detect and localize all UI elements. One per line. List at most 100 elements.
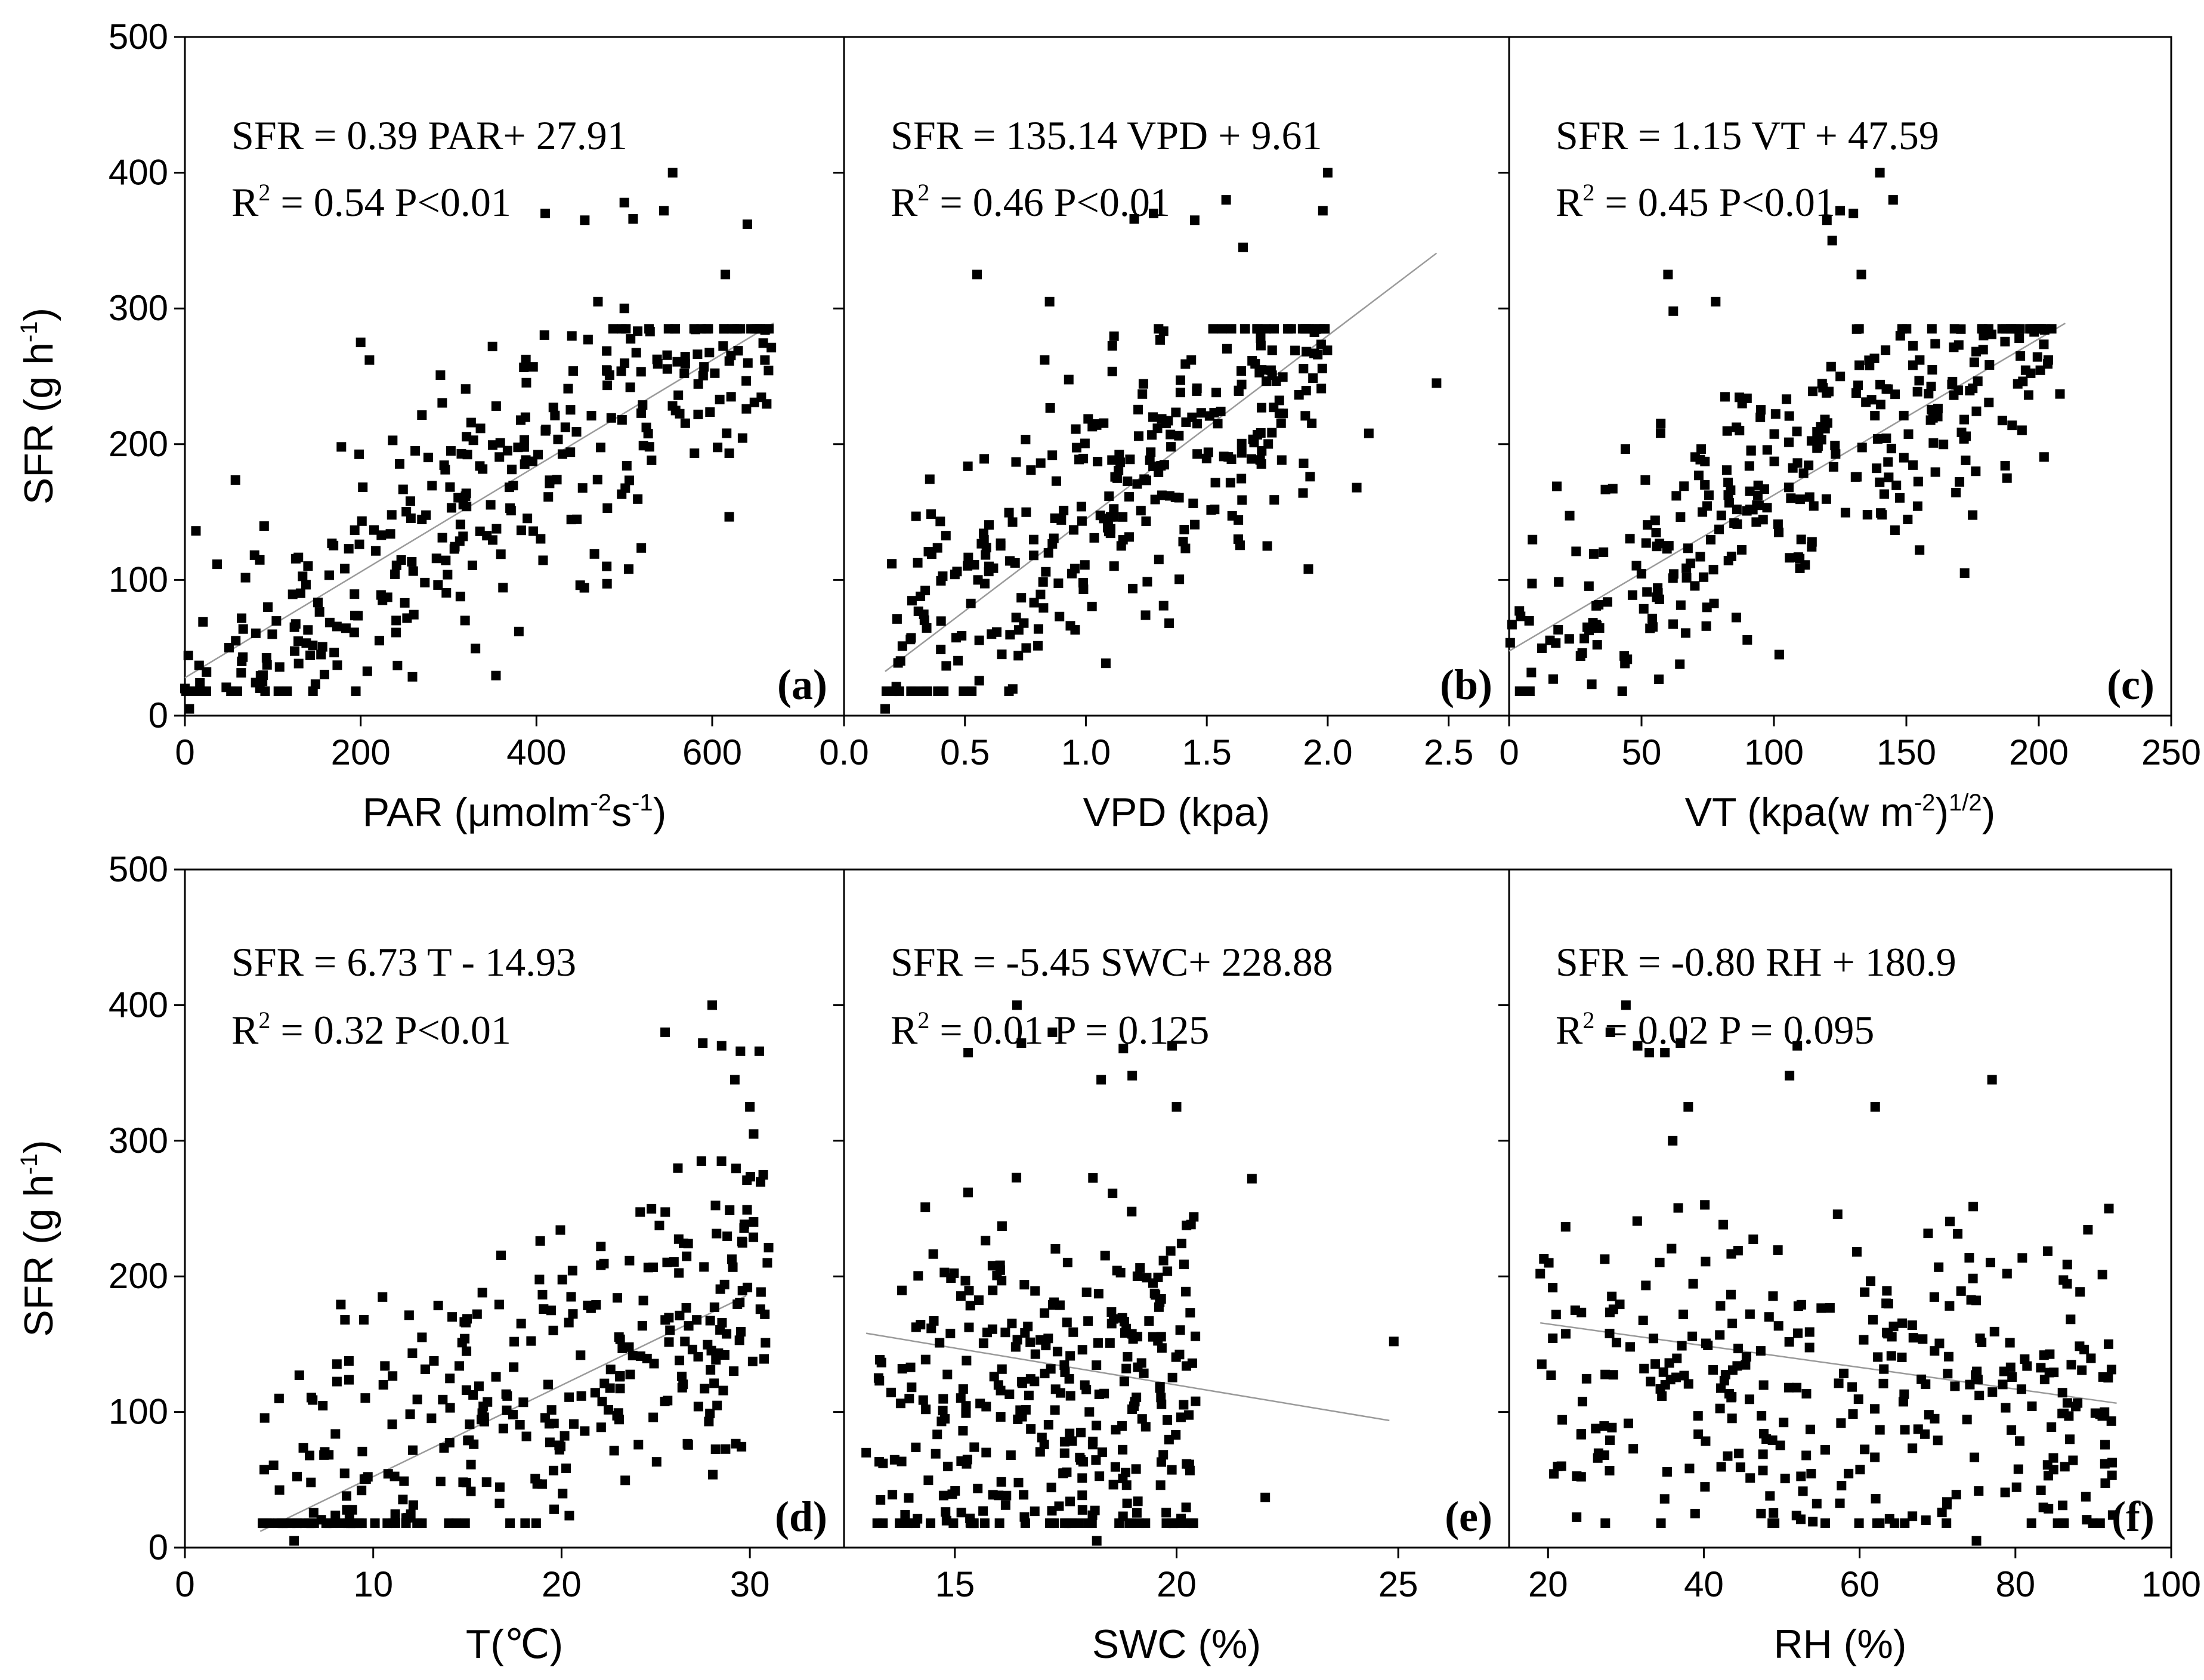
data-point <box>1688 1279 1698 1289</box>
data-point <box>2059 1408 2069 1418</box>
y-axis-title-sup: -1 <box>16 1153 42 1175</box>
r2-sup: 2 <box>917 179 929 206</box>
data-point <box>963 561 973 571</box>
data-point <box>466 1486 476 1496</box>
y-tick-label: 300 <box>109 288 168 328</box>
data-point <box>675 1310 685 1320</box>
data-point <box>710 1201 721 1211</box>
y-tick-label: 500 <box>109 849 168 889</box>
data-point <box>568 366 579 376</box>
data-point <box>725 1205 735 1215</box>
data-point <box>1301 385 1311 395</box>
data-point <box>936 576 946 586</box>
data-point <box>392 660 403 670</box>
data-point <box>1968 510 1978 520</box>
data-point <box>390 1471 400 1481</box>
data-point <box>1068 1327 1078 1337</box>
data-point <box>897 1364 907 1374</box>
data-point <box>758 338 768 348</box>
data-point <box>1883 384 1893 394</box>
data-point <box>2035 365 2045 375</box>
data-point <box>1870 410 1880 420</box>
data-point <box>435 1477 446 1487</box>
data-point <box>528 526 539 536</box>
data-point <box>660 1207 670 1217</box>
data-point <box>1109 331 1119 341</box>
data-point <box>1716 1462 1726 1472</box>
data-point <box>1959 414 1970 425</box>
data-point <box>1154 555 1164 565</box>
data-point <box>1040 1369 1050 1379</box>
data-point <box>1733 1246 1743 1256</box>
data-point <box>1179 525 1189 535</box>
data-point <box>420 577 430 587</box>
data-point <box>1804 1342 1814 1353</box>
data-point <box>1118 1474 1128 1484</box>
data-point <box>342 1491 352 1501</box>
panel-label: (a) <box>777 661 827 708</box>
data-point <box>874 1457 884 1467</box>
data-point <box>989 1372 999 1382</box>
data-point <box>1678 1309 1689 1319</box>
data-point <box>1300 411 1310 421</box>
x-axis-title-mid: s <box>611 790 632 835</box>
data-point <box>466 1459 476 1469</box>
data-point <box>1964 1253 1974 1263</box>
data-point <box>1038 577 1048 587</box>
data-point <box>567 1266 577 1276</box>
data-point <box>1944 1351 1954 1362</box>
data-point <box>693 349 703 360</box>
data-point <box>1681 573 1692 583</box>
data-point <box>564 1511 574 1521</box>
data-point <box>1108 1480 1118 1490</box>
data-point <box>981 1236 991 1246</box>
data-point <box>1856 270 1866 280</box>
data-point <box>729 1075 740 1085</box>
data-point <box>487 341 497 351</box>
data-point <box>943 1461 953 1471</box>
data-point <box>1011 612 1021 623</box>
x-axis-title-text: RH (%) <box>1774 1622 1907 1667</box>
data-point <box>1953 340 1964 350</box>
x-tick-label: 0 <box>1499 732 1519 772</box>
y-tick-label: 300 <box>109 1121 168 1161</box>
data-point <box>474 1381 484 1391</box>
data-point <box>1903 515 1913 525</box>
data-point <box>1050 1405 1060 1415</box>
data-point <box>2000 460 2010 471</box>
data-point <box>608 324 618 334</box>
data-point <box>195 678 205 688</box>
data-point <box>620 1475 630 1486</box>
data-point <box>1065 1391 1075 1401</box>
data-point <box>956 1508 966 1518</box>
data-point <box>318 1401 328 1411</box>
data-point <box>613 1293 623 1303</box>
data-point <box>978 1338 988 1348</box>
data-point <box>996 538 1006 548</box>
data-point <box>426 1413 437 1424</box>
data-point <box>664 1337 674 1347</box>
data-point <box>660 1397 670 1407</box>
data-point <box>929 1316 939 1326</box>
data-point <box>1744 461 1754 471</box>
data-point <box>1933 1435 1943 1446</box>
data-point <box>1035 1335 1046 1345</box>
data-point <box>1040 1308 1050 1318</box>
data-point <box>936 616 946 626</box>
data-point <box>1970 1452 1980 1462</box>
data-point <box>1317 363 1327 373</box>
data-point <box>1062 1317 1072 1328</box>
data-point <box>692 1315 702 1325</box>
regression-equation: SFR = 0.39 PAR+ 27.91 <box>231 113 627 158</box>
data-point <box>1918 1334 1928 1344</box>
data-point <box>1166 429 1176 440</box>
data-point <box>1554 577 1564 587</box>
data-point <box>1007 1319 1017 1329</box>
data-point <box>518 1397 528 1407</box>
data-point <box>1676 600 1686 610</box>
data-point <box>602 561 612 571</box>
data-point <box>1175 388 1185 398</box>
data-point <box>303 625 313 635</box>
x-tick-label: 2.0 <box>1303 732 1352 772</box>
data-point <box>987 1324 997 1334</box>
